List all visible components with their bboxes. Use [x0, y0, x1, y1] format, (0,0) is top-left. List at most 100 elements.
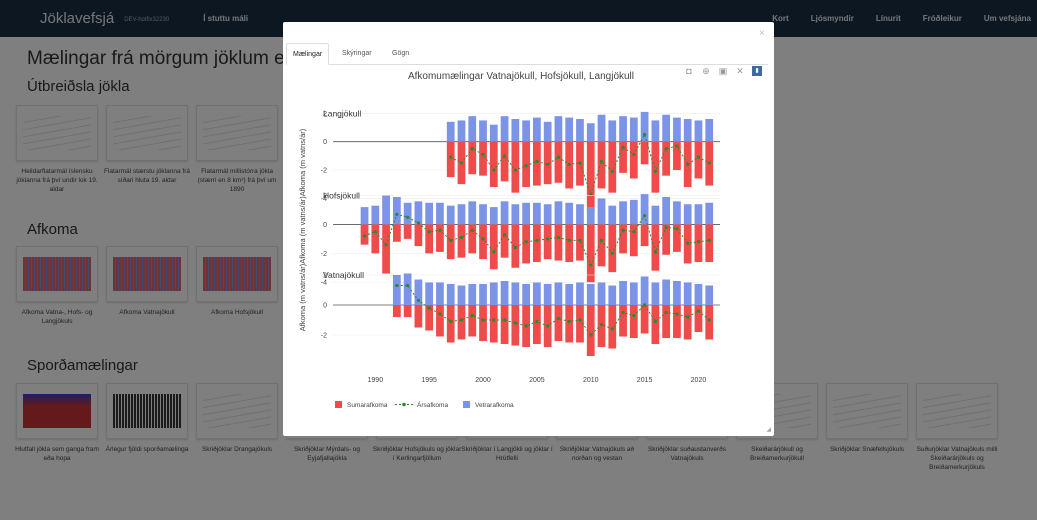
annual-point [438, 228, 442, 232]
winter-bar [522, 120, 530, 142]
annual-point [653, 319, 657, 324]
tab-gogn[interactable]: Gögn [392, 50, 410, 57]
winter-bar [414, 201, 423, 225]
annual-point [395, 283, 399, 288]
x-tick-label: 1990 [368, 377, 384, 384]
annual-point [589, 333, 593, 337]
legend-swatch-winter [463, 401, 470, 408]
annual-point [502, 154, 507, 158]
y-tick-label: 2 [323, 193, 327, 200]
summer-bar [651, 141, 660, 193]
winter-bar [522, 202, 530, 225]
annual-point [492, 168, 496, 172]
annual-point [449, 238, 453, 242]
legend-label-annual: Ársafkoma [417, 400, 448, 409]
winter-bar [586, 123, 595, 142]
y-axis-label: Afkoma (m vatns/ár)Afkoma (m vatns/ár)Af… [298, 128, 307, 331]
annual-point [416, 298, 420, 303]
box-select-icon[interactable]: ▣ [718, 66, 728, 76]
winter-bar [576, 119, 584, 142]
winter-bar [522, 284, 530, 305]
summer-bar [446, 305, 455, 343]
winter-bar [446, 205, 455, 225]
summer-bar [576, 305, 584, 343]
winter-bar [468, 201, 477, 225]
close-icon[interactable]: × [759, 28, 765, 39]
annual-point [643, 303, 647, 307]
annual-point [492, 250, 496, 254]
annual-point [449, 155, 453, 159]
summer-bar [511, 305, 520, 346]
annual-line [364, 213, 710, 267]
summer-bar [576, 224, 584, 261]
summer-bar [500, 224, 509, 258]
winter-bar [640, 276, 649, 305]
x-tick-label: 2005 [529, 377, 545, 384]
summer-bar [629, 305, 638, 338]
summer-bar [533, 305, 541, 344]
panel-label: Hofsjökull [323, 191, 360, 201]
annual-point [546, 162, 550, 166]
legend-label-summer: Sumarafkoma [347, 402, 388, 409]
annual-point [481, 318, 485, 322]
annual-point [513, 321, 517, 325]
summer-bar [619, 141, 627, 173]
annual-point [567, 238, 571, 242]
y-tick-label: -2 [321, 251, 327, 258]
annual-point [427, 306, 431, 310]
camera-icon[interactable]: ◘ [686, 66, 692, 76]
winter-bar [640, 194, 649, 225]
annual-point [416, 221, 420, 225]
annual-point [664, 225, 668, 229]
summer-bar [457, 224, 466, 258]
tab-skyringar[interactable]: Skýringar [342, 50, 372, 57]
winter-bar [705, 202, 714, 225]
summer-bar [640, 141, 649, 165]
plotly-logo-icon[interactable]: ▮ [752, 66, 762, 76]
winter-bar [543, 284, 552, 305]
winter-bar [533, 282, 541, 305]
winter-bar [662, 197, 671, 225]
tab-maelingar[interactable]: Mælingar [286, 43, 330, 65]
summer-bar [673, 224, 681, 252]
winter-bar [511, 204, 520, 225]
winter-bar [586, 284, 595, 305]
annual-point [459, 161, 464, 165]
y-tick-label: 2 [323, 111, 327, 118]
annual-point [362, 234, 367, 238]
annual-point [686, 241, 690, 245]
summer-bar [662, 141, 671, 176]
winter-bar [382, 195, 390, 225]
winter-bar [392, 275, 401, 305]
winter-bar [565, 202, 574, 225]
summer-bar [640, 305, 649, 334]
annual-point [556, 316, 561, 321]
chart-title: Afkomumælingar Vatnajökull, Hofsjökull, … [408, 71, 634, 82]
winter-bar [479, 284, 487, 305]
resize-handle-icon[interactable]: ◢ [766, 427, 771, 433]
winter-bar [392, 197, 401, 225]
reset-axes-icon[interactable]: ✕ [736, 66, 744, 76]
winter-bar [683, 119, 692, 142]
winter-bar [619, 281, 627, 305]
annual-point [481, 237, 485, 241]
annual-point [599, 238, 604, 242]
annual-point [427, 230, 431, 234]
annual-point [675, 144, 679, 148]
annual-point [707, 318, 711, 322]
panel-label: Langjökull [323, 108, 361, 118]
summer-bar [436, 224, 444, 252]
zoom-icon[interactable]: ⊕ [702, 66, 710, 76]
annual-point [578, 161, 582, 165]
y-tick-label: -4 [321, 280, 327, 287]
winter-bar [554, 116, 563, 142]
annual-point [535, 159, 539, 164]
winter-bar [436, 282, 444, 305]
x-tick-label: 2000 [475, 377, 491, 384]
legend-swatch-summer [335, 401, 342, 408]
annual-point [546, 237, 550, 241]
annual-point [535, 319, 539, 324]
winter-bar [489, 124, 498, 142]
summer-bar [554, 141, 563, 183]
annual-point [470, 313, 474, 318]
